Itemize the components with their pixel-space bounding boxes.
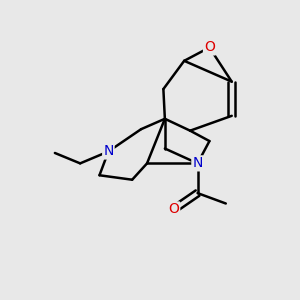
Text: O: O	[204, 40, 215, 55]
Text: N: N	[103, 145, 114, 158]
Text: N: N	[192, 156, 203, 170]
Text: O: O	[168, 202, 179, 216]
